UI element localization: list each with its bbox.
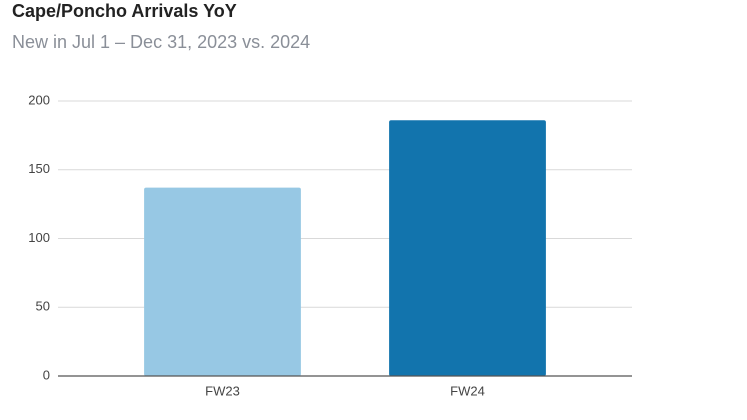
y-tick-label: 50 (36, 299, 50, 314)
chart-subtitle: New in Jul 1 – Dec 31, 2023 vs. 2024 (12, 32, 310, 52)
y-tick-label: 0 (43, 367, 50, 382)
x-tick-label: FW24 (450, 383, 485, 398)
bar (144, 187, 301, 376)
x-tick-label: FW23 (205, 383, 240, 398)
chart-title: Cape/Poncho Arrivals YoY (12, 1, 237, 21)
y-tick-label: 150 (28, 161, 50, 176)
y-tick-label: 100 (28, 230, 50, 245)
bar (389, 120, 546, 376)
y-tick-label: 200 (28, 92, 50, 107)
